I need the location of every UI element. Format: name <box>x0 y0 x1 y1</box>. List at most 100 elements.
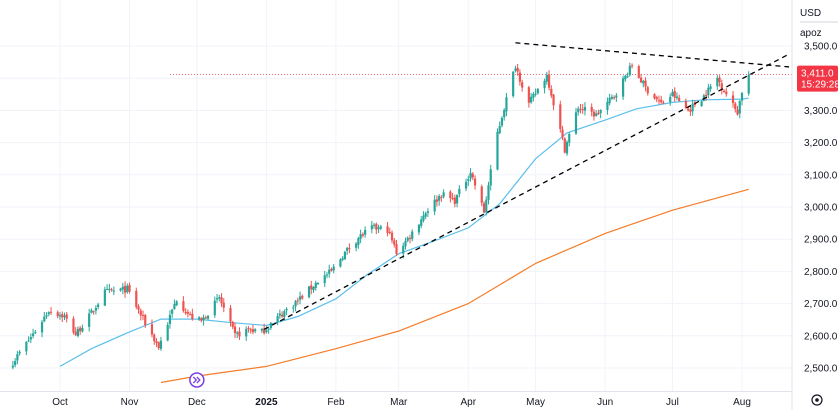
candle[interactable] <box>467 175 470 186</box>
candle[interactable] <box>307 285 311 299</box>
candle[interactable] <box>238 327 241 340</box>
candle[interactable] <box>182 296 185 313</box>
candle[interactable] <box>375 222 378 235</box>
candle[interactable] <box>157 341 160 351</box>
candle[interactable] <box>521 79 524 92</box>
candle[interactable] <box>343 250 347 260</box>
candle[interactable] <box>426 208 430 217</box>
candle[interactable] <box>565 140 569 156</box>
candle[interactable] <box>449 190 452 203</box>
candle[interactable] <box>534 88 537 97</box>
candle[interactable] <box>464 178 468 192</box>
candle[interactable] <box>581 104 584 114</box>
candle[interactable] <box>31 328 35 339</box>
candle[interactable] <box>27 336 30 343</box>
candle[interactable] <box>404 237 407 250</box>
candle[interactable] <box>123 281 127 298</box>
candle[interactable] <box>341 256 344 262</box>
candle[interactable] <box>574 107 578 135</box>
candle[interactable] <box>536 88 539 95</box>
candle[interactable] <box>364 226 367 238</box>
candle[interactable] <box>610 94 613 100</box>
candle[interactable] <box>424 211 427 220</box>
candle[interactable] <box>485 196 488 216</box>
candle[interactable] <box>655 95 658 103</box>
candle[interactable] <box>153 333 156 345</box>
candle[interactable] <box>422 211 425 223</box>
candle[interactable] <box>433 195 436 216</box>
candle[interactable] <box>276 312 279 326</box>
candle[interactable] <box>442 189 445 199</box>
candle[interactable] <box>473 175 477 190</box>
candle[interactable] <box>325 272 329 279</box>
candle[interactable] <box>260 327 264 334</box>
candle[interactable] <box>359 229 362 244</box>
candle[interactable] <box>671 89 674 97</box>
candle[interactable] <box>689 106 692 116</box>
candle[interactable] <box>121 283 124 295</box>
candle[interactable] <box>707 83 710 99</box>
candle[interactable] <box>662 100 665 105</box>
candle[interactable] <box>489 164 492 191</box>
x-tick-label[interactable]: 2025 <box>255 397 278 408</box>
y-tick-label[interactable]: 2,500.0 <box>804 364 838 375</box>
candle[interactable] <box>451 193 454 201</box>
candle[interactable] <box>390 230 394 244</box>
candle[interactable] <box>49 306 53 316</box>
candle[interactable] <box>355 242 358 252</box>
candle[interactable] <box>280 311 284 319</box>
candle[interactable] <box>487 181 490 205</box>
x-tick-label[interactable]: Mar <box>390 397 408 408</box>
candle[interactable] <box>249 327 252 334</box>
candle[interactable] <box>184 308 187 315</box>
candle[interactable] <box>637 64 640 79</box>
candle[interactable] <box>471 171 474 181</box>
candle[interactable] <box>628 62 631 77</box>
candle[interactable] <box>314 280 317 291</box>
candle[interactable] <box>155 338 158 347</box>
candle[interactable] <box>592 109 596 121</box>
candle[interactable] <box>88 308 91 332</box>
candle[interactable] <box>624 74 627 82</box>
candle[interactable] <box>110 287 113 292</box>
candle[interactable] <box>678 94 681 102</box>
candle[interactable] <box>247 326 250 333</box>
candle[interactable] <box>97 302 100 310</box>
candle[interactable] <box>599 109 602 119</box>
candle[interactable] <box>294 299 297 312</box>
candle[interactable] <box>197 316 201 321</box>
candle[interactable] <box>74 327 77 337</box>
candle[interactable] <box>206 314 210 321</box>
candle[interactable] <box>372 222 376 229</box>
candle[interactable] <box>222 298 225 313</box>
candle[interactable] <box>328 264 331 278</box>
candle[interactable] <box>339 258 342 268</box>
y-tick-label[interactable]: 2,900.0 <box>804 235 838 246</box>
candle[interactable] <box>65 311 68 323</box>
candle[interactable] <box>25 341 28 356</box>
candle[interactable] <box>547 70 551 91</box>
candle[interactable] <box>734 101 737 113</box>
candle[interactable] <box>453 194 456 208</box>
candle[interactable] <box>267 327 270 334</box>
candle[interactable] <box>675 92 679 101</box>
candle[interactable] <box>348 243 351 254</box>
candle[interactable] <box>740 92 744 106</box>
candle[interactable] <box>673 87 676 102</box>
candle[interactable] <box>112 286 115 296</box>
candle[interactable] <box>330 267 333 272</box>
candle[interactable] <box>700 100 703 107</box>
candle[interactable] <box>505 92 508 117</box>
candle[interactable] <box>220 293 223 307</box>
moving-average-line-1[interactable] <box>59 97 749 367</box>
trendlines[interactable] <box>263 42 790 330</box>
candle[interactable] <box>141 310 145 321</box>
candle[interactable] <box>191 308 194 321</box>
candle[interactable] <box>218 294 221 302</box>
candle[interactable] <box>691 99 694 116</box>
candle[interactable] <box>480 184 483 207</box>
candle[interactable] <box>76 326 80 338</box>
candle[interactable] <box>236 330 239 339</box>
candle[interactable] <box>379 224 382 231</box>
candle[interactable] <box>18 350 21 356</box>
